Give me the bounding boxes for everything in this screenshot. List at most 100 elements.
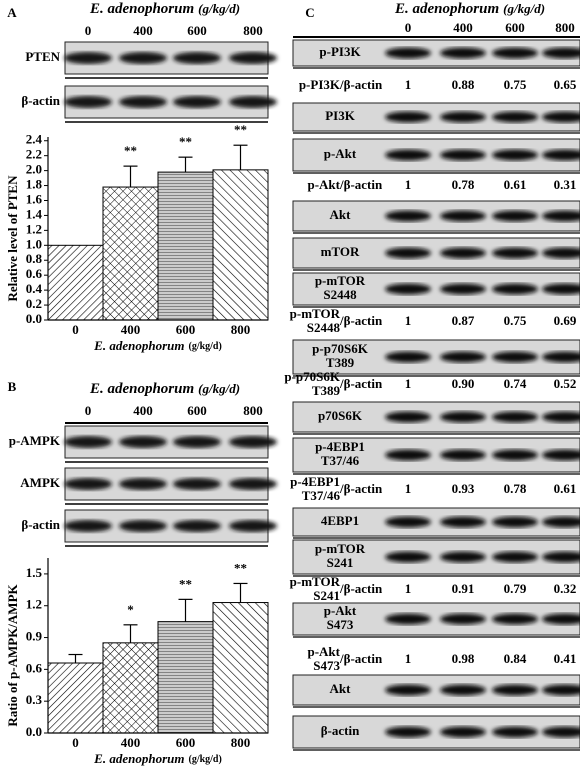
y-tick-label: 2.4 (26, 132, 43, 147)
ratio-value: 0.79 (504, 581, 527, 596)
y-tick-label: 1.0 (26, 236, 42, 251)
blot-band (542, 516, 580, 528)
blot-band (229, 436, 277, 448)
ratio-value: 1 (405, 581, 412, 596)
blot-band (119, 436, 167, 448)
dose-label: 600 (187, 23, 207, 38)
ratio-ref: /β-actin (339, 481, 383, 496)
blot-band (385, 111, 431, 123)
error-bar (178, 598, 193, 622)
x-tick-label: 800 (231, 735, 251, 750)
ratio-label: p-Akt (307, 177, 340, 192)
blot-band (440, 111, 486, 123)
y-tick-label: 0.8 (26, 251, 43, 266)
y-tick-label: 0.2 (26, 296, 42, 311)
blot-band (385, 411, 431, 423)
y-tick-label: 0.3 (26, 692, 43, 707)
blot-label: β-actin (21, 517, 60, 532)
ratio-label: p-4EBP1 (290, 474, 340, 489)
ratio-value: 0.93 (452, 481, 475, 496)
ratio-label: p-p70S6K (284, 369, 341, 384)
blot-band (385, 551, 431, 563)
blot-band (542, 449, 580, 461)
blot-band (385, 613, 431, 625)
blot-label: S241 (327, 555, 354, 570)
x-axis-label: E. adenophorum (g/kg/d) (93, 338, 222, 353)
blot-band (385, 283, 431, 295)
blot-label: S2448 (323, 287, 357, 302)
blot-label: p70S6K (318, 408, 363, 423)
blot-band (385, 351, 431, 363)
blot-band (64, 436, 112, 448)
x-tick-label: 400 (121, 322, 141, 337)
unit: (g/kg/d) (188, 754, 221, 765)
blot-label: T389 (326, 355, 355, 370)
blot-band (440, 551, 486, 563)
blot-label: Akt (330, 207, 352, 222)
y-tick-label: 1.2 (26, 221, 42, 236)
error-bar (178, 156, 193, 173)
blot-band (440, 613, 486, 625)
unit: (g/kg/d) (503, 1, 545, 16)
blot-band (385, 516, 431, 528)
ratio-value: 0.41 (554, 651, 577, 666)
blot-label: p-p70S6K (312, 341, 369, 356)
blot-band (229, 520, 277, 532)
blot-band (385, 684, 431, 696)
bar (157, 621, 214, 734)
x-tick-label: 400 (121, 735, 141, 750)
ratio-ref: /β-actin (339, 177, 383, 192)
blot-band (119, 478, 167, 490)
blot-band (440, 149, 486, 161)
ratio-label: p-Akt (307, 644, 340, 659)
x-tick-label: 600 (176, 735, 196, 750)
unit: (g/kg/d) (198, 381, 240, 396)
blot-band (492, 351, 538, 363)
ratio-value: 1 (405, 177, 412, 192)
blot-label: Akt (330, 681, 352, 696)
blot-band (492, 516, 538, 528)
ratio-value: 0.52 (554, 376, 577, 391)
significance: ** (234, 122, 247, 137)
significance: ** (234, 560, 247, 575)
ratio-value: 1 (405, 481, 412, 496)
ratio-value: 1 (405, 313, 412, 328)
blot-band (440, 684, 486, 696)
blot-band (492, 449, 538, 461)
y-tick-label: 1.5 (26, 565, 43, 580)
blot-label: p-mTOR (315, 273, 366, 288)
blot-band (440, 210, 486, 222)
ratio-value: 0.32 (554, 581, 577, 596)
dose-label: 800 (555, 20, 575, 35)
blot-band (64, 520, 112, 532)
blot-band (119, 52, 167, 64)
blot-band (440, 449, 486, 461)
ratio-value: 0.61 (504, 177, 527, 192)
blot-label: T37/46 (321, 453, 360, 468)
blot-band (385, 449, 431, 461)
blot-band (492, 411, 538, 423)
blot (292, 102, 580, 132)
blot-band (542, 149, 580, 161)
error-bar (233, 582, 248, 603)
x-tick-label: 600 (176, 322, 196, 337)
blot-band (542, 613, 580, 625)
error-bar (123, 165, 138, 188)
x-axis-label: E. adenophorum (g/kg/d) (93, 751, 222, 766)
dose-label: 600 (187, 403, 207, 418)
ratio-value: 0.31 (554, 177, 577, 192)
header: E. adenophorum (g/kg/d) (89, 381, 240, 397)
significance: ** (179, 134, 192, 149)
blot-band (64, 96, 112, 108)
y-tick-label: 0.9 (26, 629, 43, 644)
ratio-ref: /β-actin (339, 313, 383, 328)
panel-label: C (305, 5, 314, 20)
blot-label: AMPK (20, 475, 61, 490)
blot-band (492, 111, 538, 123)
blot-band (440, 726, 486, 738)
ratio-value: 0.61 (554, 481, 577, 496)
ratio-value: 0.69 (554, 313, 577, 328)
ratio-label: p-PI3K (299, 77, 341, 92)
ratio-ref: /β-actin (339, 651, 383, 666)
dose-label: 800 (243, 23, 263, 38)
